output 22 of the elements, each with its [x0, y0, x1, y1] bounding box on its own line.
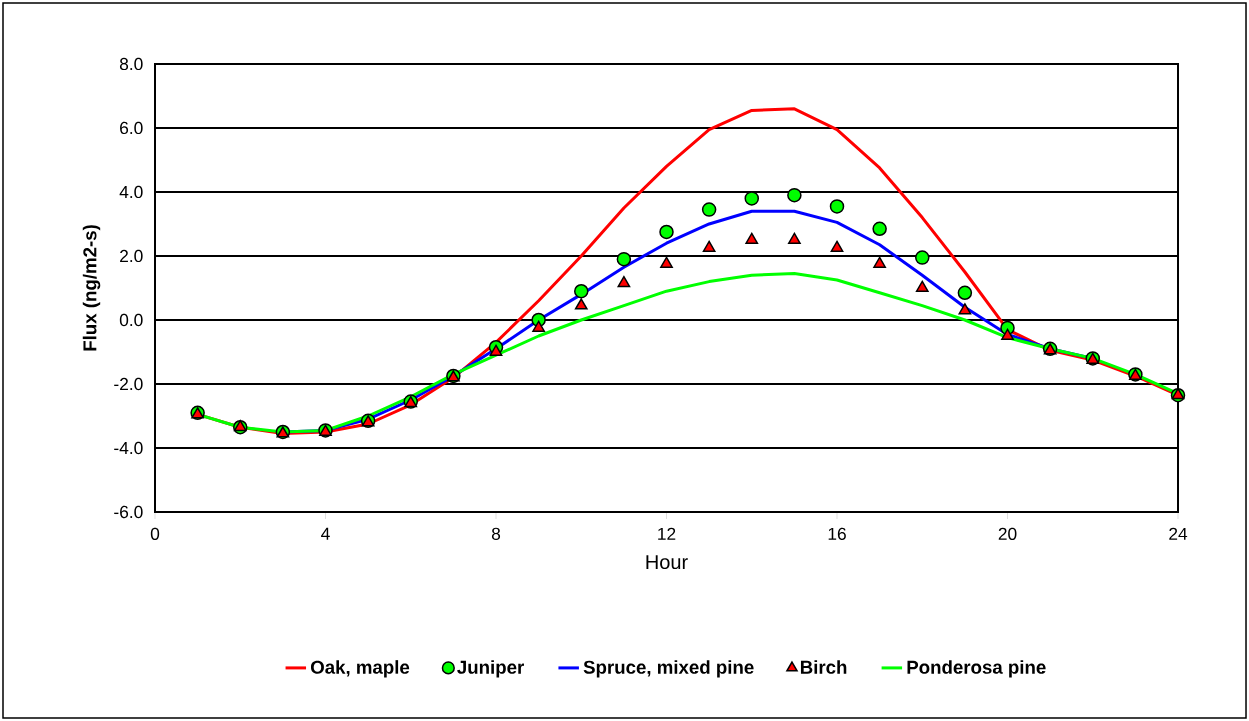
x-tick-label: 24	[1169, 527, 1188, 540]
x-tick-label: 20	[998, 527, 1017, 540]
x-tick-label: 16	[828, 527, 846, 540]
legend-label: Spruce, mixed pine	[583, 660, 754, 678]
y-tick-label: -2.0	[114, 377, 143, 391]
legend-label: Ponderosa pine	[907, 660, 1046, 678]
y-tick-label: 0.0	[119, 313, 143, 327]
y-tick-label: 6.0	[120, 121, 143, 135]
y-tick-label: 8.0	[119, 57, 143, 71]
x-tick-label: 12	[658, 527, 676, 540]
x-tick-label: 8	[491, 527, 501, 540]
y-tick-label: 2.0	[120, 249, 143, 263]
y-tick-label: -4.0	[114, 441, 143, 455]
legend-label: Birch	[800, 660, 847, 674]
y-tick-label: -6.0	[114, 505, 143, 519]
y-axis-title: Flux (ng/m2-s)	[82, 225, 101, 351]
legend-label: Juniper	[457, 660, 524, 678]
legend-label: Oak, maple	[310, 660, 410, 678]
y-tick-label: 4.0	[119, 185, 143, 199]
x-axis-title: Hour	[646, 555, 688, 570]
x-tick-label: 4	[321, 527, 330, 540]
x-tick-label: 0	[150, 527, 160, 540]
